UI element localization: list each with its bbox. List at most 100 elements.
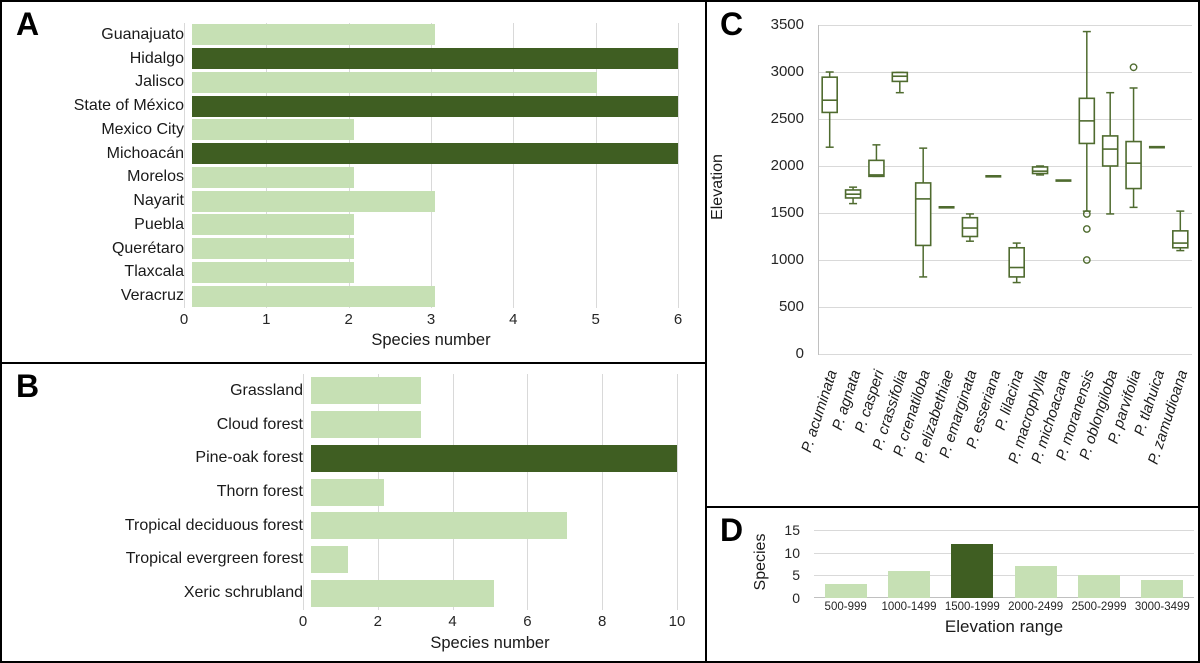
gridline bbox=[266, 23, 268, 308]
y-tick-label: 15 bbox=[784, 522, 800, 538]
category-label: Grassland bbox=[230, 381, 303, 399]
bar-track bbox=[192, 23, 678, 47]
bar bbox=[311, 478, 385, 506]
states-species-bar-chart: Guanajuato Hidalgo Jalisco State of México M… bbox=[12, 23, 679, 308]
panel-divider-vertical bbox=[705, 2, 707, 661]
bar-row: Grassland bbox=[12, 374, 677, 408]
bar-row: Xeric schrubland bbox=[12, 576, 677, 610]
outlier-point bbox=[1129, 63, 1138, 72]
bar bbox=[311, 411, 421, 439]
box-P. emarginata bbox=[961, 216, 979, 238]
bar-row: Mexico City bbox=[12, 118, 678, 142]
panel-d-letter: D bbox=[720, 512, 744, 548]
panel-a-x-axis-ticks: 0 1 2 3 4 5 6 bbox=[180, 311, 682, 329]
box-P. oblongiloba bbox=[1101, 135, 1119, 167]
gridline bbox=[184, 23, 185, 308]
category-label: Guanajuato bbox=[101, 25, 184, 43]
y-tick-label: 1500 bbox=[770, 204, 804, 221]
bar bbox=[192, 214, 354, 236]
bar-row: Cloud forest bbox=[12, 408, 677, 442]
category-label: Puebla bbox=[134, 215, 184, 233]
bar bbox=[311, 512, 568, 540]
bar bbox=[192, 24, 435, 46]
box-P. lilacina bbox=[1008, 246, 1025, 278]
x-tick-label: 6 bbox=[523, 613, 532, 630]
category-label: Jalisco bbox=[135, 73, 184, 91]
x-tick-label: 5 bbox=[591, 311, 600, 328]
bar-track bbox=[311, 509, 677, 543]
bar bbox=[192, 119, 354, 141]
x-tick-label: 2 bbox=[344, 311, 353, 328]
bar bbox=[1141, 579, 1184, 598]
panel-a-letter: A bbox=[16, 6, 40, 42]
gridline bbox=[602, 374, 604, 610]
panel-d-x-axis-title: Elevation range bbox=[944, 617, 1064, 636]
y-tick-label: 10 bbox=[784, 544, 800, 561]
x-tick-label: 1500-1999 bbox=[944, 601, 1000, 613]
bar-track bbox=[192, 284, 678, 308]
bar-row: Jalisco bbox=[12, 71, 678, 95]
category-label: Cloud forest bbox=[216, 415, 303, 433]
bar-track bbox=[192, 261, 678, 285]
x-tick-label: 10 bbox=[668, 613, 686, 630]
bar bbox=[311, 444, 677, 472]
bar-track bbox=[311, 576, 677, 610]
bar-row: Guanajuato bbox=[12, 23, 678, 47]
panel-b-x-axis-title: Species number bbox=[430, 634, 550, 652]
bar-track bbox=[192, 47, 678, 71]
x-tick-label: 3000-3499 bbox=[1134, 601, 1190, 613]
bar-track bbox=[192, 213, 678, 237]
gridline bbox=[595, 23, 597, 308]
bar-track bbox=[311, 441, 677, 475]
y-tick-label: 3500 bbox=[770, 16, 804, 33]
box-P. macrophylla bbox=[1031, 166, 1049, 175]
panel-c-species-labels: P. acuminata P. agnata P. casperi P. crassi… bbox=[798, 360, 1192, 500]
bar bbox=[1014, 566, 1057, 598]
gridline bbox=[814, 530, 1194, 531]
category-label: Michoacán bbox=[106, 144, 184, 162]
gridline bbox=[814, 575, 1194, 577]
bar-row: Tropical deciduous forest bbox=[12, 509, 677, 543]
x-tick-label: 1 bbox=[262, 311, 271, 328]
bar bbox=[192, 190, 435, 212]
category-label: Querétaro bbox=[111, 239, 184, 257]
bar bbox=[311, 579, 494, 607]
elevation-boxplot bbox=[818, 25, 1192, 355]
outlier-point bbox=[1082, 256, 1091, 264]
outlier-point bbox=[1082, 225, 1091, 233]
category-label: Veracruz bbox=[120, 287, 184, 305]
gridline bbox=[677, 374, 678, 610]
x-tick-label: 0 bbox=[179, 311, 189, 328]
category-label: Xeric schrubland bbox=[183, 584, 303, 602]
bar-row: Pine-oak forest bbox=[12, 441, 677, 475]
panel-c-y-axis-title: Elevation bbox=[709, 154, 726, 220]
y-tick-label: 5 bbox=[792, 567, 800, 584]
box-P. parvifolia bbox=[1125, 140, 1142, 190]
bar-row: Morelos bbox=[12, 166, 678, 190]
gridline bbox=[814, 552, 1194, 554]
box-P. zamudioana bbox=[1172, 230, 1189, 249]
bar-track bbox=[192, 189, 678, 213]
bar-row: Hidalgo bbox=[12, 47, 678, 71]
gridline bbox=[814, 597, 1194, 598]
bar-row: State of México bbox=[12, 94, 678, 118]
panel-b-letter: B bbox=[16, 368, 40, 404]
x-tick-label: 4 bbox=[509, 311, 518, 328]
panel-c-letter: C bbox=[720, 6, 744, 42]
bar-track bbox=[311, 408, 677, 442]
bar bbox=[192, 166, 354, 188]
box-P. casperi bbox=[868, 159, 885, 178]
panel-d-x-axis-ticks: 500-999 1000-1499 1500-1999 2000-2499 2500-2… bbox=[814, 601, 1194, 617]
bar bbox=[192, 238, 354, 260]
gridline bbox=[303, 374, 304, 610]
x-tick-label: 2 bbox=[373, 613, 382, 630]
bar bbox=[192, 143, 678, 165]
bar-track bbox=[192, 118, 678, 142]
gridline bbox=[527, 374, 529, 610]
gridline bbox=[513, 23, 515, 308]
panel-divider-cd bbox=[707, 506, 1198, 508]
category-label: Thorn forest bbox=[216, 483, 303, 501]
vegetation-species-bar-chart: Grassland Cloud forest Pine-oak forest Thor… bbox=[12, 374, 678, 610]
bar bbox=[192, 71, 597, 93]
